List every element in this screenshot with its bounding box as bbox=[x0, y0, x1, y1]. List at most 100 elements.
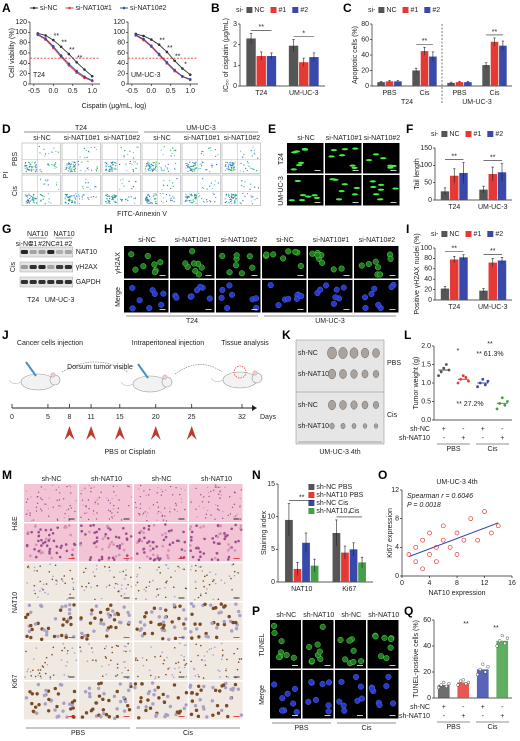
image-dot bbox=[95, 186, 97, 188]
image-dot bbox=[42, 541, 45, 545]
image-dot bbox=[37, 530, 40, 534]
condition-sign: - bbox=[482, 435, 485, 442]
nucleus bbox=[151, 269, 158, 276]
image-dot bbox=[202, 552, 206, 555]
image-dot bbox=[221, 683, 226, 687]
blot-band bbox=[56, 280, 64, 284]
image-dot bbox=[210, 201, 212, 203]
image-dot bbox=[147, 494, 150, 496]
blot-band bbox=[64, 280, 72, 284]
image-dot bbox=[164, 532, 167, 535]
image-dot bbox=[63, 647, 66, 649]
column-label: sh-NAT10 bbox=[201, 476, 232, 483]
point bbox=[500, 396, 504, 400]
image-dot bbox=[185, 163, 187, 165]
image-dot bbox=[49, 528, 53, 532]
image-dot bbox=[119, 620, 123, 625]
image-dot bbox=[132, 186, 135, 188]
image-dot bbox=[29, 512, 31, 514]
nucleus bbox=[267, 282, 274, 289]
image-dot bbox=[215, 163, 218, 166]
image-dot bbox=[111, 516, 113, 518]
legend-label: #2 bbox=[432, 7, 440, 14]
image-dot bbox=[25, 634, 29, 639]
nucleus bbox=[333, 286, 340, 293]
image-dot bbox=[241, 185, 243, 187]
image-dot bbox=[25, 490, 28, 492]
point bbox=[52, 38, 55, 42]
image-dot bbox=[124, 660, 126, 663]
image-dot bbox=[94, 501, 96, 503]
nucleus bbox=[340, 284, 347, 291]
image-dot bbox=[212, 541, 216, 544]
image-dot bbox=[169, 511, 171, 513]
image-cell bbox=[61, 174, 101, 206]
image-dot bbox=[93, 531, 96, 534]
comet bbox=[305, 195, 312, 198]
image-dot bbox=[32, 194, 35, 196]
nucleus bbox=[146, 305, 153, 312]
image-dot bbox=[29, 197, 31, 200]
image-bg bbox=[216, 246, 261, 279]
comet bbox=[298, 199, 306, 202]
image-dot bbox=[83, 589, 86, 592]
point bbox=[461, 537, 467, 543]
image-dot bbox=[206, 509, 209, 512]
image-dot bbox=[190, 535, 193, 539]
image-dot bbox=[172, 603, 176, 607]
image-dot bbox=[63, 526, 66, 529]
image-dot bbox=[54, 564, 57, 567]
syringe bbox=[25, 361, 37, 377]
image-dot bbox=[26, 199, 29, 202]
image-dot bbox=[123, 185, 125, 187]
nucleus bbox=[325, 679, 332, 686]
image-dot bbox=[198, 192, 200, 194]
image-dot bbox=[43, 540, 47, 544]
y-tick-label: 0.5 bbox=[421, 398, 431, 405]
image-dot bbox=[48, 164, 50, 166]
point bbox=[442, 366, 446, 370]
image-dot bbox=[27, 565, 30, 568]
image-dot bbox=[154, 712, 159, 717]
image-dot bbox=[193, 162, 195, 165]
image-dot bbox=[64, 512, 66, 515]
comet bbox=[380, 157, 387, 160]
image-dot bbox=[125, 650, 127, 653]
image-dot bbox=[225, 667, 228, 670]
image-dot bbox=[202, 524, 205, 528]
tumor bbox=[361, 369, 369, 379]
image-dot bbox=[202, 178, 204, 180]
image-dot bbox=[76, 195, 78, 197]
image-dot bbox=[107, 499, 110, 502]
image-dot bbox=[154, 168, 156, 170]
row-label: sh-NAT10 bbox=[298, 423, 329, 430]
image-dot bbox=[127, 688, 131, 693]
image-dot bbox=[191, 555, 195, 559]
nucleus bbox=[128, 251, 135, 258]
image-dot bbox=[239, 524, 243, 527]
row-label: T24 bbox=[278, 153, 285, 165]
blot-band bbox=[20, 280, 28, 284]
image-dot bbox=[140, 634, 145, 638]
image-cell bbox=[79, 642, 133, 680]
image-dot bbox=[147, 193, 149, 195]
y-tick-label: 0 bbox=[121, 81, 125, 88]
point bbox=[467, 379, 470, 383]
image-dot bbox=[194, 164, 196, 167]
image-dot bbox=[31, 169, 33, 171]
bar bbox=[450, 259, 459, 300]
chart-title: UM-UC-3 4th bbox=[436, 479, 477, 486]
image-dot bbox=[146, 165, 148, 167]
image-dot bbox=[253, 152, 255, 154]
image-dot bbox=[70, 700, 75, 705]
tumor bbox=[351, 423, 357, 429]
nucleus bbox=[390, 700, 397, 707]
column-label: si-NAT10#1 bbox=[64, 135, 101, 142]
image-dot bbox=[148, 166, 151, 168]
annotation: ** bbox=[493, 625, 499, 632]
bar bbox=[497, 260, 507, 300]
x-axis-label: FITC-Annexin V bbox=[117, 211, 167, 218]
image-dot bbox=[253, 168, 255, 170]
image-dot bbox=[172, 195, 174, 198]
image-dot bbox=[90, 196, 92, 198]
